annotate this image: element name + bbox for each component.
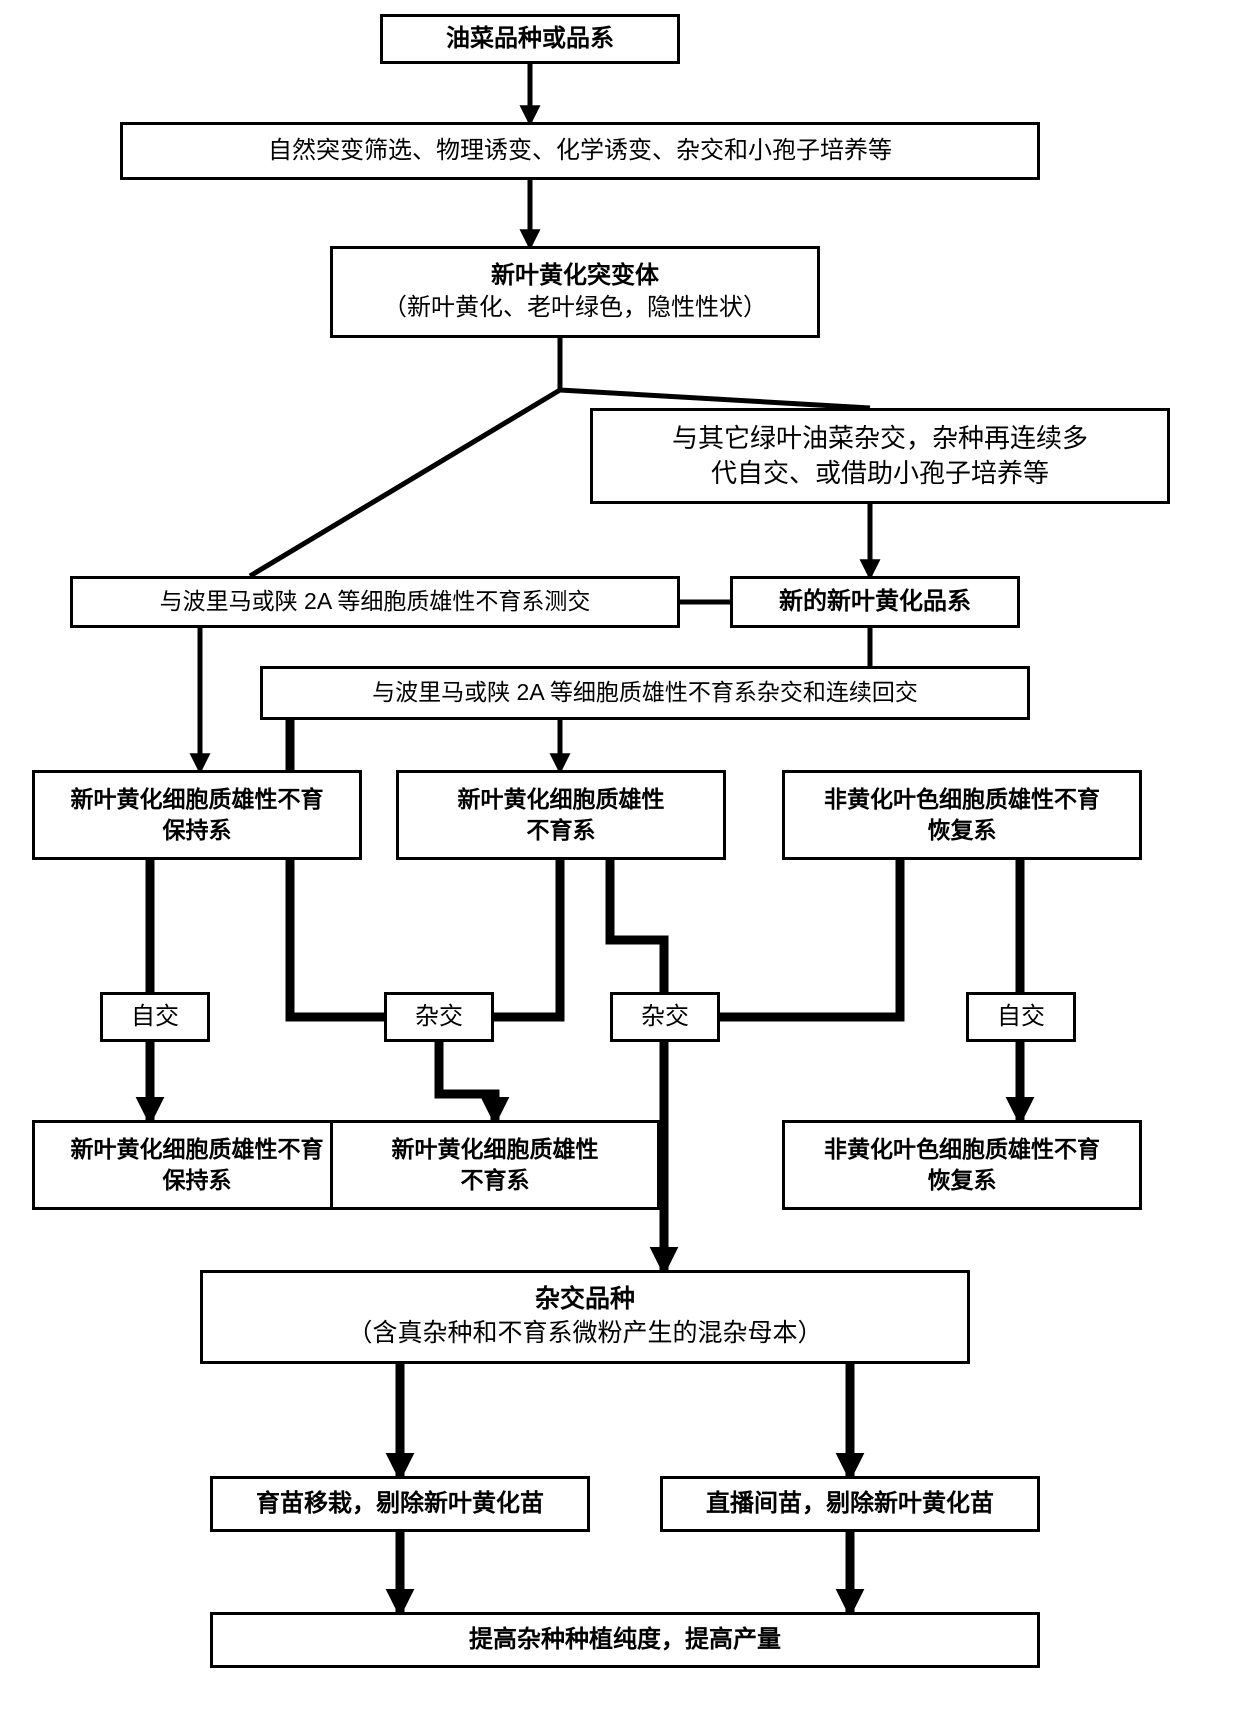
flow-node-n18: 杂交品种（含真杂种和不育系微粉产生的混杂母本） xyxy=(200,1270,970,1364)
flow-node-n6: 新的新叶黄化品系 xyxy=(730,576,1020,628)
node-text: 与波里马或陕 2A 等细胞质雄性不育系杂交和连续回交 xyxy=(372,677,918,708)
flowchart-canvas: 油菜品种或品系自然突变筛选、物理诱变、化学诱变、杂交和小孢子培养等新叶黄化突变体… xyxy=(0,0,1240,1719)
flow-node-n9: 新叶黄化细胞质雄性不育系 xyxy=(396,770,726,860)
flow-node-n4: 与其它绿叶油菜杂交，杂种再连续多代自交、或借助小孢子培养等 xyxy=(590,408,1170,504)
node-text: 保持系 xyxy=(163,815,232,846)
edge-14 xyxy=(439,1042,495,1120)
flow-node-n12: 杂交 xyxy=(384,992,494,1042)
node-text: 油菜品种或品系 xyxy=(446,23,614,55)
flow-node-n5: 与波里马或陕 2A 等细胞质雄性不育系测交 xyxy=(70,576,680,628)
flow-node-n13: 杂交 xyxy=(610,992,720,1042)
edge-13 xyxy=(494,860,560,1017)
node-text: 不育系 xyxy=(461,1165,530,1196)
flow-node-n21: 提高杂种种植纯度，提高产量 xyxy=(210,1612,1040,1668)
node-text: （新叶黄化、老叶绿色，隐性性状） xyxy=(383,292,767,324)
flow-node-n20: 直播间苗，剔除新叶黄化苗 xyxy=(660,1476,1040,1532)
flow-node-n14: 自交 xyxy=(966,992,1076,1042)
node-text: 自交 xyxy=(131,1001,179,1033)
flow-node-n11: 自交 xyxy=(100,992,210,1042)
node-text: 自交 xyxy=(997,1001,1045,1033)
node-text: 杂交 xyxy=(415,1001,463,1033)
node-text: 代自交、或借助小孢子培养等 xyxy=(711,456,1049,491)
node-text: 新叶黄化突变体 xyxy=(491,260,659,292)
flow-node-n15: 新叶黄化细胞质雄性不育保持系 xyxy=(32,1120,362,1210)
node-text: 非黄化叶色细胞质雄性不育 xyxy=(824,1134,1100,1165)
node-text: 非黄化叶色细胞质雄性不育 xyxy=(824,784,1100,815)
edge-16 xyxy=(720,860,900,1017)
edge-3 xyxy=(560,338,870,408)
edge-12 xyxy=(290,720,384,1017)
node-text: 保持系 xyxy=(163,1165,232,1196)
flow-node-n16: 新叶黄化细胞质雄性不育系 xyxy=(330,1120,660,1210)
node-text: 自然突变筛选、物理诱变、化学诱变、杂交和小孢子培养等 xyxy=(268,135,892,167)
node-text: 恢复系 xyxy=(928,1165,997,1196)
node-text: 新叶黄化细胞质雄性不育 xyxy=(71,784,324,815)
node-text: 杂交 xyxy=(641,1001,689,1033)
node-text: 与其它绿叶油菜杂交，杂种再连续多 xyxy=(672,421,1088,456)
node-text: 恢复系 xyxy=(928,815,997,846)
node-text: 杂交品种 xyxy=(535,1283,635,1317)
node-text: 新叶黄化细胞质雄性 xyxy=(458,784,665,815)
node-text: 新叶黄化细胞质雄性不育 xyxy=(71,1134,324,1165)
flow-node-n10: 非黄化叶色细胞质雄性不育恢复系 xyxy=(782,770,1142,860)
edge-2 xyxy=(250,338,560,576)
flow-node-n8: 新叶黄化细胞质雄性不育保持系 xyxy=(32,770,362,860)
flow-node-n1: 油菜品种或品系 xyxy=(380,14,680,64)
flow-node-n7: 与波里马或陕 2A 等细胞质雄性不育系杂交和连续回交 xyxy=(260,666,1030,720)
node-text: 不育系 xyxy=(527,815,596,846)
flow-node-n2: 自然突变筛选、物理诱变、化学诱变、杂交和小孢子培养等 xyxy=(120,122,1040,180)
flow-node-n3: 新叶黄化突变体（新叶黄化、老叶绿色，隐性性状） xyxy=(330,246,820,338)
node-text: 提高杂种种植纯度，提高产量 xyxy=(469,1624,781,1656)
node-text: （含真杂种和不育系微粉产生的混杂母本） xyxy=(347,1317,822,1351)
node-text: 育苗移栽，剔除新叶黄化苗 xyxy=(256,1488,544,1520)
node-text: 与波里马或陕 2A 等细胞质雄性不育系测交 xyxy=(160,586,591,617)
edge-15 xyxy=(610,860,664,992)
flow-node-n17: 非黄化叶色细胞质雄性不育恢复系 xyxy=(782,1120,1142,1210)
node-text: 新叶黄化细胞质雄性 xyxy=(392,1134,599,1165)
node-text: 新的新叶黄化品系 xyxy=(779,586,971,618)
node-text: 直播间苗，剔除新叶黄化苗 xyxy=(706,1488,994,1520)
flow-node-n19: 育苗移栽，剔除新叶黄化苗 xyxy=(210,1476,590,1532)
